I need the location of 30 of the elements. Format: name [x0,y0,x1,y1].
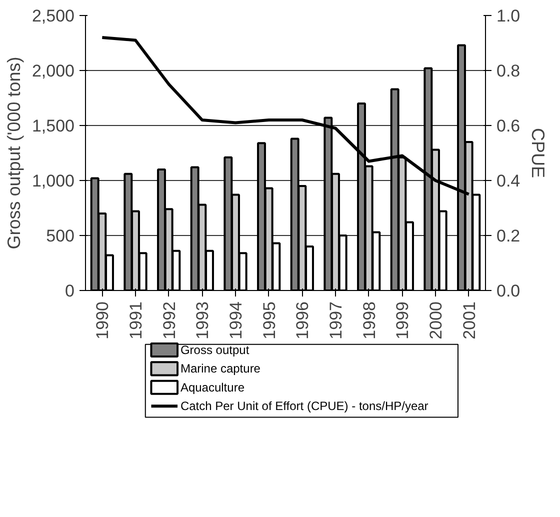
y2-tick-label: 0.0 [496,282,520,300]
x-tick-label: 2001 [460,301,479,340]
legend-label: Gross output [180,342,250,357]
legend-label: Marine capture [180,362,261,376]
x-tick-label: 1999 [393,301,412,340]
x-tick-label: 1996 [293,301,312,340]
legend-label: Aquaculture [180,380,245,394]
x-tick-label: 1994 [226,301,246,340]
y-tick-label: 500 [46,226,75,246]
y-tick-label: 2,000 [32,62,75,80]
x-tick-label: 1993 [193,301,212,340]
y2-tick-label: 0.6 [496,116,520,136]
x-tick-label: 1997 [326,301,346,340]
y-tick-label: 0 [65,282,75,300]
x-tick-label: 1995 [260,301,279,340]
x-tick-label: 1991 [126,301,146,340]
y-tick-label: 2,500 [32,6,75,26]
y2-tick-label: 0.2 [496,226,520,246]
x-tick-label: 2000 [426,301,446,340]
legend-label: Catch Per Unit of Effort (CPUE) - tons/HP/year [180,399,428,414]
y2-tick-label: 0.8 [496,62,520,80]
y-axis-title: Gross output ('000 tons) [4,56,24,250]
x-tick-label: 1992 [160,301,179,340]
x-tick-label: 1990 [93,301,112,340]
y2-tick-label: 0.4 [496,172,520,190]
y2-axis-title: CPUE [528,128,548,178]
x-tick-label: 1998 [360,301,379,340]
y-tick-label: 1,500 [32,116,75,136]
y2-tick-label: 1.0 [496,6,520,26]
y-tick-label: 1,000 [32,172,75,190]
